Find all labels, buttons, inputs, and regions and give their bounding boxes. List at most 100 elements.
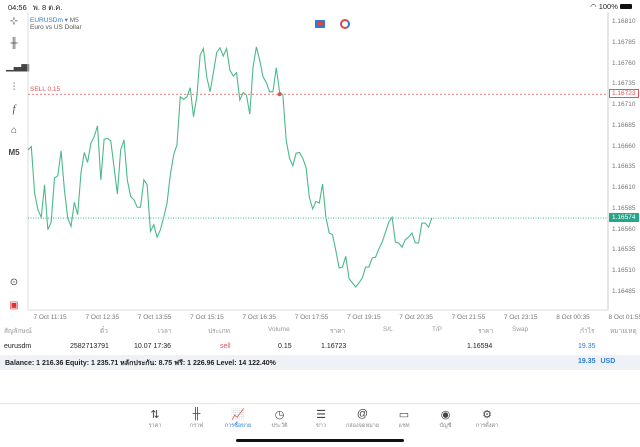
nav-label: กล่องจดหมาย	[345, 423, 380, 429]
col-sl: S/L	[383, 326, 393, 333]
nav-history[interactable]: ◷ ประวัติ	[260, 408, 300, 430]
col-price: ราคา	[478, 328, 494, 335]
nav-label: การตั้งค่า	[475, 423, 499, 429]
battery-icon	[620, 4, 632, 9]
price-tick: 1.16585	[612, 204, 636, 212]
nav-account[interactable]: ◉ บัญชี	[426, 408, 466, 430]
time-tick: 7 Oct 11:15	[33, 314, 67, 321]
wifi-icon: ◠	[590, 2, 599, 11]
time-tick: 7 Oct 23:15	[503, 314, 538, 321]
symbol-header[interactable]: EURUSDm ▾ M5 Euro vs US Dollar	[30, 17, 82, 31]
balance-summary: Balance: 1 216.36 Equity: 1 235.71 หลักป…	[5, 360, 276, 367]
nav-label: ราคา	[148, 423, 162, 429]
settings-icon: ⚙	[482, 409, 492, 421]
time-tick: 7 Oct 16:35	[242, 314, 276, 321]
sell-order-label[interactable]: SELL 0.15	[30, 86, 61, 93]
signal-icon[interactable]	[340, 19, 350, 29]
quotes-icon: ⇅	[150, 409, 160, 421]
nav-label: กราฟ	[189, 423, 204, 429]
chat-icon: ▭	[398, 409, 410, 421]
row-price: 1.16594	[467, 343, 493, 350]
trade-icon: 📈	[231, 409, 245, 421]
nav-trade[interactable]: 📈 การซื้อขาย	[218, 408, 258, 430]
row-type: sell	[220, 343, 231, 350]
col-comment: หมายเหตุ	[610, 328, 637, 335]
indicators-icon[interactable]: ▁▃▅	[6, 61, 30, 72]
symbol-timeframe: M5	[69, 17, 79, 24]
history-icon: ◷	[274, 409, 285, 421]
price-tick: 1.16635	[612, 163, 636, 171]
nav-label: ประวัติ	[271, 423, 288, 429]
row-symbol: eurusdm	[4, 343, 32, 350]
symbol-description: Euro vs US Dollar	[30, 24, 82, 31]
nav-chat[interactable]: ▭ แชท	[384, 408, 424, 430]
sell-entry-marker	[277, 92, 282, 97]
price-series-line	[27, 46, 433, 288]
nav-settings[interactable]: ⚙ การตั้งค่า	[467, 408, 507, 430]
row-profit: 19.35	[578, 343, 596, 350]
nav-quotes[interactable]: ⇅ ราคา	[135, 408, 175, 430]
sell-price-tag: 1.16723	[609, 89, 639, 98]
row-time: 10.07 17:36	[134, 343, 171, 350]
one-click-trading-icon[interactable]	[315, 20, 325, 28]
mailbox-icon: @	[356, 408, 369, 420]
clock: 04:56	[8, 3, 27, 12]
price-tick: 1.16485	[612, 288, 636, 295]
account-icon: ◉	[440, 409, 451, 421]
time-tick: 7 Oct 20:35	[399, 314, 433, 321]
status-bar: 04:56 พ. 8 ต.ค. ◠ 100%	[8, 2, 632, 12]
time-tick: 7 Oct 19:15	[346, 314, 381, 321]
bid-price-tag: 1.16574	[609, 213, 639, 222]
settings-sliders-icon[interactable]: ⫶	[12, 82, 16, 93]
time-tick: 7 Oct 13:55	[137, 314, 172, 321]
price-tick: 1.16760	[612, 59, 636, 67]
col-ticket: ตั๋ว	[100, 328, 108, 335]
chart-icon: ╫	[192, 408, 201, 420]
app-logo-icon[interactable]: ▣	[9, 300, 19, 311]
objects-icon[interactable]: ⌂	[10, 125, 18, 136]
battery-level: 100%	[598, 2, 618, 11]
time-tick: 8 Oct 01:55	[608, 314, 640, 321]
total-profit: 19.35	[578, 358, 596, 365]
nav-divider	[0, 403, 640, 404]
symbol-name[interactable]: EURUSDm	[30, 17, 63, 24]
time-tick: 7 Oct 15:15	[190, 314, 224, 321]
nav-news[interactable]: ☰ ข่าว	[301, 408, 341, 430]
price-tick: 1.16560	[612, 225, 636, 233]
col-volume: Volume	[268, 326, 290, 333]
timeframe-button[interactable]: M5	[8, 148, 20, 157]
price-tick: 1.16710	[612, 101, 636, 109]
time-tick: 7 Oct 12:35	[85, 314, 120, 321]
time-tick: 8 Oct 00:35	[556, 314, 590, 321]
nav-mailbox[interactable]: @ กล่องจดหมาย	[343, 408, 383, 430]
row-ticket: 2582713791	[70, 343, 109, 350]
candles-icon[interactable]: ╫	[10, 38, 18, 49]
home-indicator[interactable]	[236, 439, 404, 442]
price-tick: 1.16610	[612, 184, 636, 192]
col-swap: Swap	[512, 326, 529, 333]
zoom-chart-icon[interactable]: ⊙	[9, 277, 19, 288]
nav-label: แชท	[398, 423, 410, 429]
currency: USD	[600, 358, 616, 365]
col-symbol: สัญลักษณ์	[4, 328, 32, 335]
price-tick: 1.16735	[612, 80, 636, 88]
price-tick: 1.16685	[612, 121, 636, 129]
col-profit: กำไร	[580, 328, 595, 335]
crosshair-icon[interactable]: ⊹	[9, 16, 19, 27]
nav-chart[interactable]: ╫ กราฟ	[177, 408, 217, 430]
price-tick: 1.16810	[612, 18, 636, 25]
nav-label: การซื้อขาย	[224, 423, 252, 429]
function-icon[interactable]: f	[12, 104, 16, 115]
price-chart[interactable]	[0, 0, 640, 320]
balance-bar: Balance: 1 216.36 Equity: 1 235.71 หลักป…	[0, 355, 640, 370]
col-type: ประเภท	[208, 328, 230, 335]
col-time: เวลา	[158, 328, 172, 335]
row-open-price: 1.16723	[321, 343, 347, 350]
nav-label: ข่าว	[316, 423, 326, 429]
nav-label: บัญชี	[439, 423, 452, 429]
price-tick: 1.16535	[612, 246, 636, 254]
date: พ. 8 ต.ค.	[32, 3, 63, 12]
price-tick: 1.16785	[612, 38, 636, 46]
time-tick: 7 Oct 17:55	[294, 314, 329, 321]
price-tick: 1.16510	[612, 267, 636, 275]
